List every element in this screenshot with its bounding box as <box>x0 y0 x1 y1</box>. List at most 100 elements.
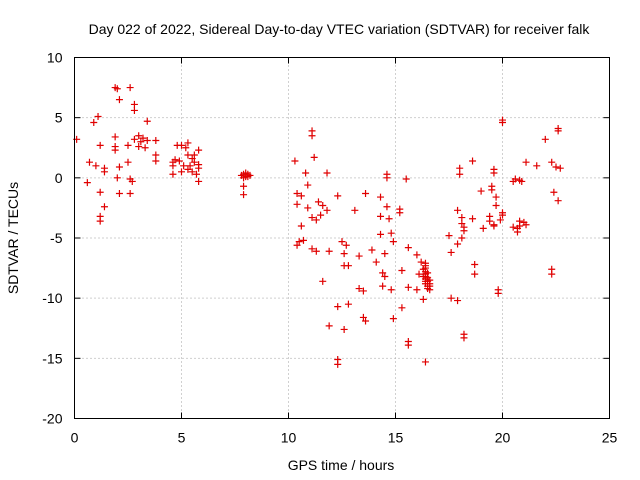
y-tick-label: -5 <box>50 230 63 246</box>
data-point <box>169 170 177 178</box>
data-point <box>381 273 389 281</box>
data-point <box>96 188 104 196</box>
data-point <box>304 181 312 189</box>
data-point <box>135 143 143 151</box>
data-point <box>100 168 108 176</box>
data-point <box>85 158 93 166</box>
data-point <box>362 189 370 197</box>
data-point <box>548 270 556 278</box>
data-point <box>293 189 301 197</box>
data-point <box>139 134 147 142</box>
x-tick-labels: 0 5 10 15 20 25 <box>71 430 618 446</box>
data-point <box>180 162 188 170</box>
data-point <box>291 157 299 165</box>
data-point <box>192 170 200 178</box>
data-point <box>323 169 331 177</box>
data-point <box>389 315 397 323</box>
data-point <box>454 297 462 305</box>
data-point <box>188 168 196 176</box>
data-point <box>404 341 412 349</box>
data-point <box>344 300 352 308</box>
data-point <box>317 211 325 219</box>
data-point <box>454 206 462 214</box>
y-tick-label: -15 <box>42 350 62 366</box>
y-tick-labels: -20 -15 -10 -5 0 5 10 <box>42 50 62 427</box>
data-point <box>421 358 429 366</box>
data-point <box>372 258 380 266</box>
data-point <box>445 232 453 240</box>
data-point <box>379 269 387 277</box>
data-point <box>355 285 363 293</box>
data-point <box>312 216 320 224</box>
data-point <box>413 251 421 259</box>
data-point <box>469 215 477 223</box>
data-point <box>454 240 462 248</box>
data-point <box>115 96 123 104</box>
data-point <box>152 137 160 145</box>
data-point <box>509 223 517 231</box>
data-point <box>195 164 203 172</box>
data-point <box>293 241 301 249</box>
data-point <box>137 138 145 146</box>
data-point <box>310 153 318 161</box>
data-point <box>381 250 389 258</box>
data-point <box>447 294 455 302</box>
data-point <box>377 230 385 238</box>
data-point <box>297 222 305 230</box>
data-point <box>396 209 404 217</box>
data-point <box>319 277 327 285</box>
data-point <box>124 141 132 149</box>
data-point <box>111 146 119 154</box>
data-point <box>96 141 104 149</box>
grid <box>74 57 610 419</box>
data-point <box>499 118 506 126</box>
data-point <box>195 146 203 154</box>
data-point <box>115 163 123 171</box>
x-tick-label: 20 <box>495 430 511 446</box>
data-point <box>522 221 530 229</box>
data-point <box>128 177 136 185</box>
data-point <box>126 84 134 92</box>
data-point <box>314 198 322 206</box>
data-point <box>130 135 138 143</box>
data-point <box>126 189 134 197</box>
data-point <box>460 334 468 342</box>
x-axis-label: GPS time / hours <box>288 457 395 473</box>
data-point <box>359 313 367 321</box>
data-point <box>494 289 502 297</box>
data-point <box>499 211 506 219</box>
data-point <box>554 197 562 205</box>
data-point <box>533 162 541 170</box>
data-point <box>340 325 348 333</box>
data-point <box>325 247 333 255</box>
data-point <box>319 202 327 210</box>
data-point <box>492 202 500 210</box>
data-point <box>178 168 185 176</box>
data-point <box>111 133 119 141</box>
data-point <box>297 192 305 200</box>
data-point <box>486 212 494 220</box>
data-point <box>398 304 406 312</box>
data-point <box>246 171 254 179</box>
data-point <box>240 182 248 190</box>
data-point <box>169 162 177 170</box>
y-axis-label: SDTVAR / TECUs <box>5 182 21 294</box>
data-point <box>113 85 121 93</box>
data-point <box>413 286 421 294</box>
data-point <box>90 118 98 126</box>
data-point <box>402 175 410 183</box>
data-point <box>190 158 198 166</box>
data-point <box>184 151 192 159</box>
data-point <box>516 217 524 225</box>
data-point <box>511 175 519 183</box>
x-tick-label: 15 <box>388 430 404 446</box>
data-point <box>184 139 192 147</box>
x-tick-label: 5 <box>178 430 186 446</box>
data-point <box>135 132 143 140</box>
data-point <box>550 188 558 196</box>
data-point <box>152 157 160 165</box>
data-point <box>302 169 310 177</box>
data-point <box>359 287 367 295</box>
data-point <box>456 170 464 178</box>
data-point <box>490 169 498 177</box>
